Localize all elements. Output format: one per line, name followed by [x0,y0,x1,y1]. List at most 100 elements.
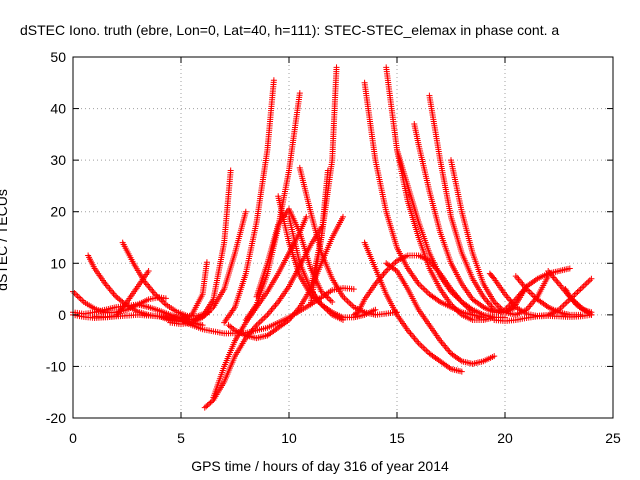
data-point [494,301,501,308]
series-14 [242,90,303,324]
series-24 [383,64,498,324]
data-point [270,77,277,84]
data-point [159,298,166,305]
y-tick-label: 40 [50,101,66,117]
series-23 [361,239,465,375]
data-point [420,344,427,351]
data-point [204,402,211,409]
data-point [242,208,249,215]
data-point [585,278,592,285]
data-point [588,275,595,282]
data-point [162,295,169,302]
x-tick-label: 25 [605,430,621,446]
data-point [423,347,430,354]
series-20 [307,167,331,308]
series-6 [119,239,213,319]
data-point [562,300,569,307]
x-tick-label: 10 [281,430,297,446]
data-point [580,283,587,290]
y-tick-label: -10 [46,358,66,374]
chart-title: dSTEC Iono. truth (ebre, Lon=0, Lat=40, … [20,22,560,38]
series-29 [448,157,552,318]
x-tick-label: 15 [389,430,405,446]
data-point [572,290,579,297]
data-point [227,167,234,174]
data-point [491,353,498,360]
data-point [145,268,152,275]
data-point [490,274,497,281]
data-point [343,296,350,303]
y-tick-label: 20 [50,204,66,220]
data-point [340,213,346,220]
data-point [326,296,333,303]
data-point [258,317,265,324]
x-tick-label: 0 [69,430,77,446]
data-point [74,293,81,300]
data-point [420,285,427,292]
data-point [417,282,424,289]
y-tick-label: 50 [50,49,66,65]
data-point [296,90,303,97]
data-point [347,301,354,308]
data-point [201,404,208,411]
series-12 [221,77,277,326]
data-point [418,343,425,350]
data-point [262,313,269,320]
data-point [346,299,353,306]
data-point [458,368,465,375]
data-point [421,286,428,293]
axis-ticks: 0 5 10 15 20 25 -20 -10 0 10 20 30 40 50 [46,49,621,446]
data-point [586,277,593,284]
data-point [203,403,210,410]
data-point [526,289,533,296]
data-point [255,320,262,327]
data-point [207,399,214,406]
grid-lines [73,57,613,418]
data-point [492,300,499,307]
data-point [155,294,162,301]
x-tick-label: 20 [497,430,513,446]
data-markers [70,64,595,411]
series-17 [286,213,346,324]
data-point [559,303,566,310]
data-point [528,290,535,297]
data-point [372,306,379,313]
data-point [577,286,584,293]
y-tick-label: -20 [46,410,66,426]
series-31 [502,265,573,313]
data-point [71,290,78,297]
data-point [333,64,340,71]
data-point [324,167,331,174]
data-point [208,398,215,405]
data-point [588,311,595,318]
series-28 [426,92,530,316]
data-point [77,296,84,303]
series-4 [85,252,195,321]
data-point [560,302,567,309]
data-point [259,316,266,323]
data-point [582,281,589,288]
data-point [203,259,210,266]
data-point [418,283,425,290]
series-9 [178,167,234,324]
data-point [327,297,334,304]
data-point [329,298,336,305]
data-point [161,300,168,307]
x-axis-label: GPS time / hours of day 316 of year 2014 [191,458,449,474]
data-point [261,314,268,321]
plot-frame [72,56,614,419]
series-18 [296,164,400,318]
data-point [73,291,80,298]
data-point [303,213,310,220]
data-point [566,265,573,272]
data-point [423,288,430,295]
data-point [563,299,570,306]
data-point [576,287,583,294]
y-tick-label: 0 [58,307,66,323]
data-point [583,280,590,287]
data-point [421,346,428,353]
data-point [76,294,83,301]
data-point [341,295,348,302]
series-34 [562,286,595,316]
